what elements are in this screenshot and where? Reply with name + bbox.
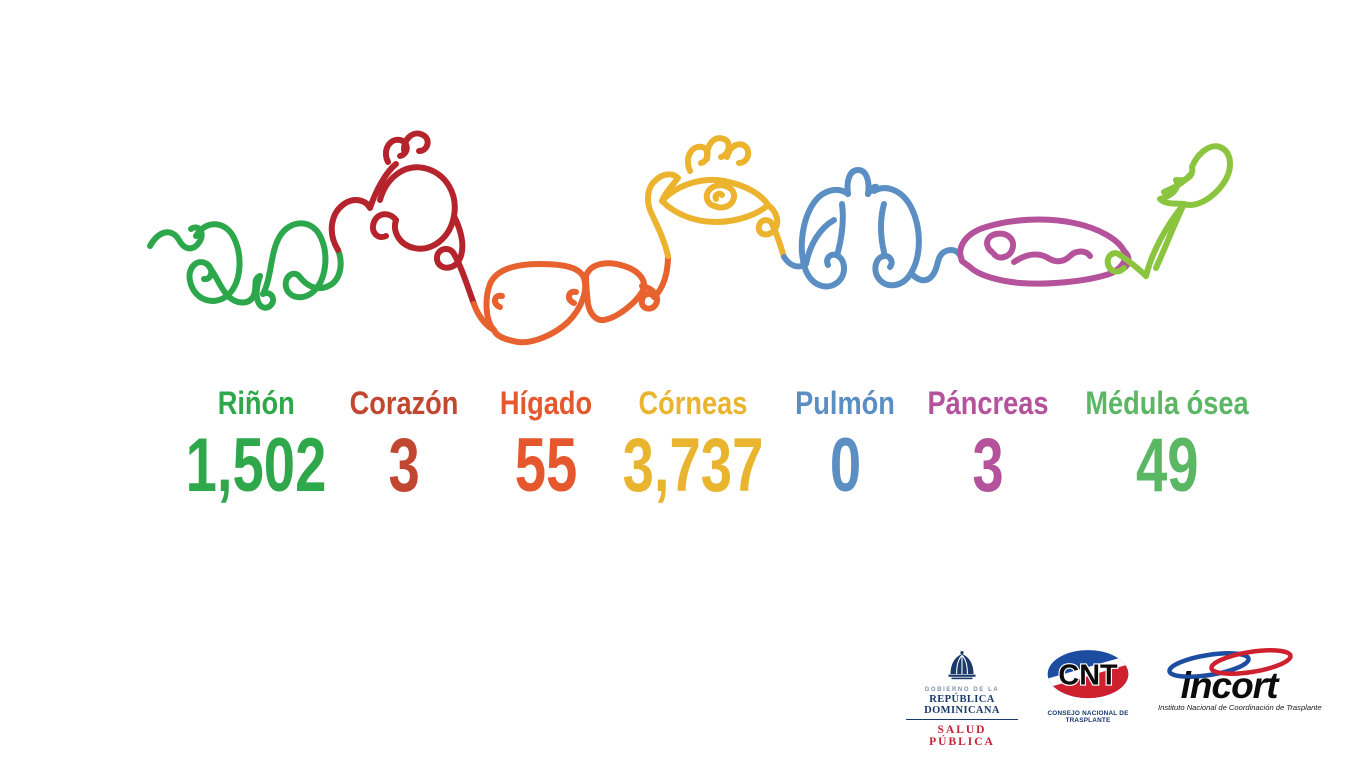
stat-column-higado: Hígado 55	[492, 385, 600, 508]
stat-label: Hígado	[499, 385, 593, 421]
national-palace-dome-icon	[948, 651, 976, 680]
stat-label: Córneas	[638, 385, 748, 421]
cnt-caption: CONSEJO NACIONAL DE TRASPLANTE	[1047, 710, 1129, 724]
kidneys-icon	[147, 220, 344, 311]
cnt-logo: CNT CONSEJO NACIONAL DE TRASPLANTE	[1038, 648, 1138, 724]
footer-logos: GOBIERNO DE LA REPÚBLICA DOMINICANA SALU…	[906, 648, 1322, 748]
incort-logo: incort Instituto Nacional de Coordinació…	[1158, 648, 1322, 712]
cnt-globe-icon: CNT	[1047, 650, 1129, 699]
stat-label: Riñón	[217, 385, 295, 421]
cnt-acronym: CNT	[1058, 660, 1118, 692]
stat-value: 55	[514, 423, 578, 508]
heart-icon	[328, 130, 477, 307]
gov-salud-publica-logo: GOBIERNO DE LA REPÚBLICA DOMINICANA SALU…	[906, 648, 1018, 748]
stat-column-corneas: Córneas 3,737	[598, 385, 788, 508]
incort-swoosh-icon	[1167, 648, 1293, 679]
stat-value: 3,737	[622, 423, 764, 508]
stat-value: 3	[972, 423, 1004, 508]
stat-column-medula-osea: Médula ósea 49	[1071, 385, 1263, 508]
gov-line-salud-publica: SALUD PÚBLICA	[929, 724, 995, 748]
pancreas-icon	[957, 216, 1132, 287]
bone-icon	[1104, 143, 1233, 279]
incort-caption: Instituto Nacional de Coordinación de Tr…	[1158, 703, 1322, 712]
stat-column-rinon: Riñón 1,502	[161, 385, 351, 508]
stat-value: 3	[388, 423, 420, 508]
gov-line-republica: REPÚBLICA DOMINICANA	[906, 694, 1018, 720]
incort-name: incort	[1180, 665, 1279, 706]
stat-column-pulmon: Pulmón 0	[786, 385, 903, 508]
eye-icon	[645, 135, 787, 260]
stats-row: Riñón 1,502 Corazón 3 Hígado 55 Córneas …	[0, 386, 1366, 526]
stat-label: Corazón	[349, 385, 459, 421]
stat-value: 0	[829, 423, 861, 508]
organ-line-artwork	[147, 130, 1233, 346]
stat-label: Páncreas	[927, 385, 1049, 421]
stat-label: Médula ósea	[1085, 385, 1249, 421]
stat-value: 1,502	[185, 423, 327, 508]
stat-column-corazon: Corazón 3	[340, 385, 468, 508]
stat-column-pancreas: Páncreas 3	[917, 385, 1059, 508]
lungs-icon	[781, 167, 965, 290]
stat-label: Pulmón	[795, 385, 895, 421]
stat-value: 49	[1135, 423, 1199, 508]
liver-icon	[471, 253, 671, 346]
gov-line-gobierno: GOBIERNO DE LA	[924, 687, 1000, 693]
